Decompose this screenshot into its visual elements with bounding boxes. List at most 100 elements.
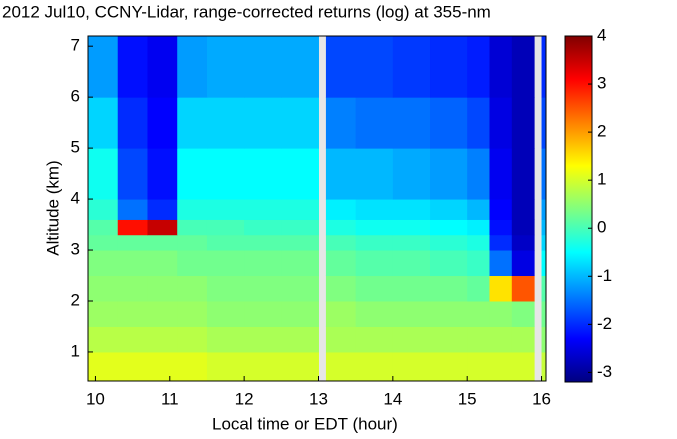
heat-cell [511, 250, 535, 277]
heat-cell [244, 351, 282, 382]
heat-cell [489, 250, 513, 277]
heat-cell [541, 234, 547, 251]
heat-cell [392, 148, 431, 200]
heat-cell [117, 351, 148, 382]
heat-cell [177, 326, 208, 353]
colorbar-tick-label: 3 [597, 74, 606, 93]
heat-cell [325, 351, 357, 382]
heat-cell [117, 199, 148, 220]
heat-cell [281, 250, 319, 277]
heat-cell [392, 199, 431, 220]
heat-cell [177, 219, 208, 236]
colorbar [564, 35, 593, 383]
heat-cell [117, 97, 148, 149]
heat-cell [281, 97, 319, 149]
heat-cell [541, 219, 547, 236]
heat-cell [117, 234, 148, 251]
heat-cell [392, 234, 431, 251]
heat-cell [355, 148, 394, 200]
heat-cell [177, 275, 208, 302]
y-axis-label: Altitude (km) [43, 160, 62, 255]
heat-cell [430, 97, 468, 149]
heat-cell [467, 219, 490, 236]
y-tick-label: 5 [71, 138, 80, 157]
heat-cell [489, 36, 513, 98]
heat-cell [281, 148, 319, 200]
heat-cell [88, 326, 119, 353]
heat-cell [147, 351, 178, 382]
heat-cell [206, 199, 245, 220]
heat-cell [467, 199, 490, 220]
heat-cell [392, 326, 431, 353]
heat-cell [430, 219, 468, 236]
heat-cell [392, 250, 431, 277]
heat-cell [489, 97, 513, 149]
heat-cell [88, 199, 119, 220]
heat-cell [325, 250, 357, 277]
heat-cell [206, 36, 245, 98]
heat-cell [489, 275, 513, 302]
heat-cell [511, 97, 535, 149]
heat-cell [541, 97, 547, 149]
heat-cell [177, 36, 208, 98]
heat-cell [88, 250, 119, 277]
heat-cell [467, 36, 490, 98]
heat-cell [489, 234, 513, 251]
heat-cell [489, 148, 513, 200]
colorbar-tick-label: -3 [597, 362, 612, 381]
heat-cell [541, 199, 547, 220]
heat-cell [88, 97, 119, 149]
heat-cell [355, 351, 394, 382]
colorbar-tick-label: 0 [597, 218, 606, 237]
heat-cell [392, 97, 431, 149]
heat-cell [281, 234, 319, 251]
colorbar-tick-label: -2 [597, 314, 612, 333]
x-axis-label: Local time or EDT (hour) [212, 414, 398, 433]
heat-cell [117, 148, 148, 200]
heat-cell [325, 36, 357, 98]
heat-cell [467, 250, 490, 277]
heat-cell [147, 275, 178, 302]
heat-cell [281, 300, 319, 327]
heat-cell [489, 300, 513, 327]
x-tick-label: 14 [383, 389, 402, 408]
heat-cell [325, 275, 357, 302]
heat-cell [355, 275, 394, 302]
heat-cell [244, 97, 282, 149]
heat-cell [281, 36, 319, 98]
heat-cell [117, 219, 148, 236]
heat-cell [147, 97, 178, 149]
heat-cell [177, 199, 208, 220]
heat-cell [244, 275, 282, 302]
heat-cell [147, 199, 178, 220]
heat-cell [177, 300, 208, 327]
heat-cell [88, 219, 119, 236]
heat-cell [281, 351, 319, 382]
heat-cell [206, 275, 245, 302]
y-tick-label: 2 [71, 290, 80, 309]
heat-cell [117, 275, 148, 302]
heat-cell [147, 234, 178, 251]
heat-cell [511, 275, 535, 302]
heat-cell [206, 300, 245, 327]
heat-cell [392, 300, 431, 327]
heat-cell [511, 326, 535, 353]
heat-cell [430, 199, 468, 220]
heat-cell [489, 326, 513, 353]
heat-cell [177, 148, 208, 200]
heat-cell [325, 148, 357, 200]
heat-cell [88, 275, 119, 302]
heat-cell [511, 219, 535, 236]
chart-title: 2012 Jul10, CCNY-Lidar, range-corrected … [2, 2, 491, 21]
y-tick-label: 3 [71, 240, 80, 259]
y-tick-label: 1 [71, 341, 80, 360]
heat-cell [355, 234, 394, 251]
heat-cell [117, 326, 148, 353]
heat-cell [541, 250, 547, 277]
x-tick-label: 10 [86, 389, 105, 408]
heat-cell [325, 199, 357, 220]
x-tick-label: 16 [532, 389, 551, 408]
heat-cell [355, 250, 394, 277]
heat-cell [281, 326, 319, 353]
plot-frame [87, 35, 547, 382]
